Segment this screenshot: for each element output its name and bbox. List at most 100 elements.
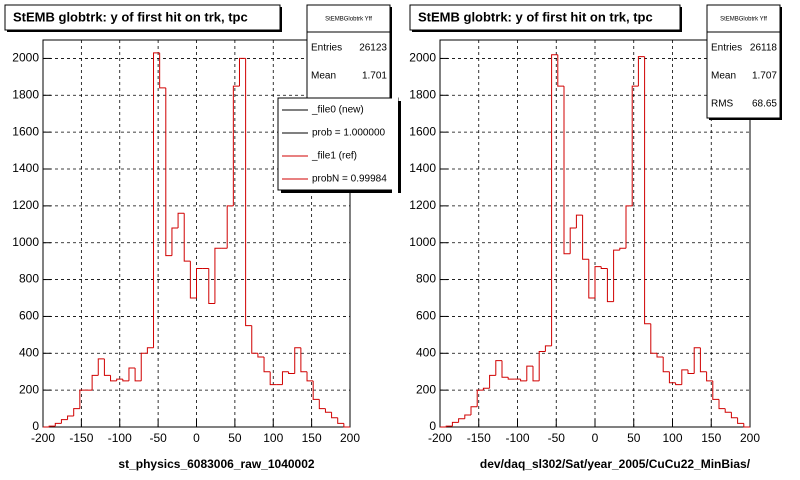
x-tick-label: 0: [592, 431, 599, 445]
histogram-bin: [445, 425, 453, 427]
histogram-bin: [489, 374, 496, 389]
histogram-bin: [699, 347, 707, 373]
histogram-bin: [318, 399, 326, 410]
y-tick-label: 1200: [409, 198, 436, 212]
histogram-bin: [538, 350, 546, 381]
histogram-bin: [743, 423, 750, 428]
legend-label: _file0 (new): [311, 105, 364, 116]
histogram-bin: [656, 353, 664, 358]
y-tick-label: 1000: [12, 235, 39, 249]
histogram-bin: [600, 266, 608, 270]
x-tick-label: 150: [302, 431, 322, 445]
histogram-bin: [97, 358, 105, 376]
histogram-bin: [668, 371, 676, 384]
x-tick-label: -150: [69, 431, 93, 445]
histogram-bin: [532, 366, 540, 382]
y-tick-label: 400: [19, 345, 39, 359]
histogram-bin: [569, 227, 577, 254]
histogram-bin: [54, 422, 62, 427]
histogram-bin: [128, 367, 136, 381]
histogram-bin: [343, 423, 350, 428]
histogram-bin: [183, 213, 191, 262]
histogram-bin: [507, 377, 515, 380]
y-tick-label: 600: [416, 309, 436, 323]
histogram-bin: [79, 389, 86, 409]
x-tick-label: 100: [662, 431, 682, 445]
stats-box: [706, 4, 781, 119]
histogram-bin: [662, 356, 670, 373]
histogram-bin: [232, 85, 240, 206]
histogram-bin: [495, 360, 502, 376]
histogram-bin: [606, 268, 614, 303]
histogram-bin: [337, 417, 344, 424]
y-tick-label: 1800: [12, 87, 39, 101]
histogram-bin: [501, 360, 509, 378]
histogram-bin: [331, 412, 338, 419]
histogram-bin: [171, 227, 179, 256]
x-tick-label: 50: [228, 431, 242, 445]
y-tick-label: 0: [32, 419, 39, 433]
x-tick-label: 100: [263, 431, 283, 445]
histogram-bin: [650, 323, 657, 354]
y-tick-label: 400: [416, 345, 436, 359]
histogram-bin: [245, 58, 252, 327]
histogram-bin: [306, 371, 314, 382]
x-tick-label: 50: [627, 431, 641, 445]
histogram-bin: [644, 56, 651, 325]
x-tick-label: -100: [505, 431, 529, 445]
histogram-bin: [196, 268, 203, 298]
x-tick-label: -200: [31, 431, 55, 445]
title-box: [4, 4, 281, 31]
stats-value: 1.701: [362, 71, 387, 82]
histogram-bin: [476, 389, 484, 407]
histogram-bin: [730, 412, 738, 419]
histogram-bin: [60, 419, 68, 424]
x-tick-label: 200: [340, 431, 360, 445]
histogram-bin: [177, 212, 185, 228]
y-tick-label: 200: [416, 382, 436, 396]
histogram-bin: [116, 378, 123, 381]
histogram-bin: [208, 268, 215, 305]
histogram-bin: [251, 325, 258, 354]
histogram-bin: [294, 347, 301, 374]
histogram-bin: [300, 347, 308, 373]
x-tick-label: -100: [108, 431, 132, 445]
histogram-bin: [48, 425, 56, 427]
y-tick-label: 1400: [409, 161, 436, 175]
histogram-bin: [288, 371, 295, 375]
histogram-bin: [73, 408, 80, 416]
histogram-bin: [257, 353, 265, 358]
x-tick-label: -150: [467, 431, 491, 445]
histogram-bin: [563, 86, 571, 255]
y-tick-label: 200: [19, 382, 39, 396]
y-tick-label: 1200: [12, 198, 39, 212]
legend-box: [277, 97, 399, 191]
histogram-bin: [482, 387, 490, 391]
histogram-bin: [544, 345, 552, 352]
x-axis-label: dev/daq_sl302/Sat/year_2005/CuCu22_MinBi…: [480, 457, 751, 471]
y-tick-label: 2000: [409, 51, 436, 65]
histogram-bin: [146, 347, 154, 354]
histogram-bin: [575, 214, 583, 228]
histogram-bin: [625, 205, 633, 249]
histogram-bin: [122, 379, 129, 382]
y-tick-label: 1600: [409, 124, 436, 138]
y-tick-label: 0: [429, 419, 436, 433]
x-axis-label: st_physics_6083006_raw_1040002: [118, 457, 314, 471]
histogram-bin: [712, 380, 719, 400]
x-tick-label: -50: [149, 431, 167, 445]
y-tick-label: 1800: [409, 87, 436, 101]
stats-title: StEMBGlobtrk Yff: [325, 17, 372, 23]
histogram-bin: [103, 358, 111, 376]
histogram-bin: [91, 374, 99, 391]
histogram-bin: [718, 399, 726, 410]
histogram-bin: [324, 408, 332, 413]
stats-title: StEMBGlobtrk Yff: [720, 17, 767, 23]
stats-label: Mean: [311, 71, 336, 82]
histogram-bin: [67, 415, 74, 420]
histogram-bin: [551, 54, 558, 346]
x-tick-label: 0: [193, 431, 200, 445]
histogram-bin: [153, 52, 160, 348]
histogram-bin: [189, 261, 197, 299]
histogram-bin: [637, 56, 645, 87]
